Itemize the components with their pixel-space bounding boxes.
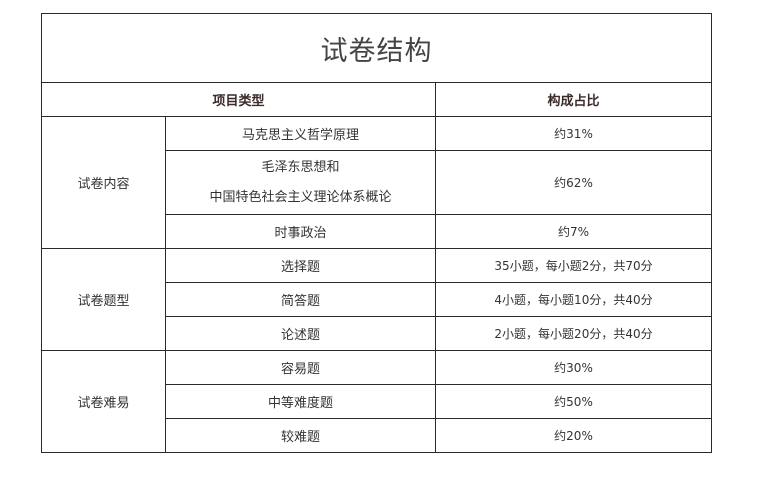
row-value: 约7%: [434, 214, 713, 249]
row-value: 约62%: [434, 150, 713, 215]
row-item: 简答题: [165, 282, 436, 317]
row-item: 中等难度题: [165, 384, 436, 419]
row-item: 论述题: [165, 316, 436, 351]
row-item: 较难题: [165, 418, 436, 453]
row-item: 容易题: [165, 350, 436, 385]
group-label: 试卷难易: [41, 350, 166, 453]
row-item: 选择题: [165, 248, 436, 283]
row-value: 约20%: [434, 418, 713, 453]
row-item-line1: 毛泽东思想和: [261, 159, 340, 175]
row-value: 4小题，每小题10分，共40分: [434, 282, 713, 317]
table-title: 试卷结构: [40, 13, 713, 83]
row-item: 毛泽东思想和中国特色社会主义理论体系概论: [165, 150, 436, 215]
row-value: 2小题，每小题20分，共40分: [434, 316, 713, 351]
row-value: 约30%: [434, 350, 713, 385]
row-value: 约31%: [434, 116, 713, 151]
group-label: 试卷内容: [41, 116, 166, 249]
row-item-line2: 中国特色社会主义理论体系概论: [209, 189, 392, 205]
row-item: 马克思主义哲学原理: [165, 116, 436, 151]
row-value: 约50%: [434, 384, 713, 419]
header-item-type: 项目类型: [41, 82, 436, 117]
row-value: 35小题，每小题2分，共70分: [434, 248, 713, 283]
row-item: 时事政治: [165, 214, 436, 249]
group-label: 试卷题型: [41, 248, 166, 351]
exam-structure-table: 试卷结构 项目类型 构成占比 试卷内容 马克思主义哲学原理 约31% 毛泽东思想…: [40, 13, 713, 453]
header-ratio: 构成占比: [434, 82, 713, 117]
